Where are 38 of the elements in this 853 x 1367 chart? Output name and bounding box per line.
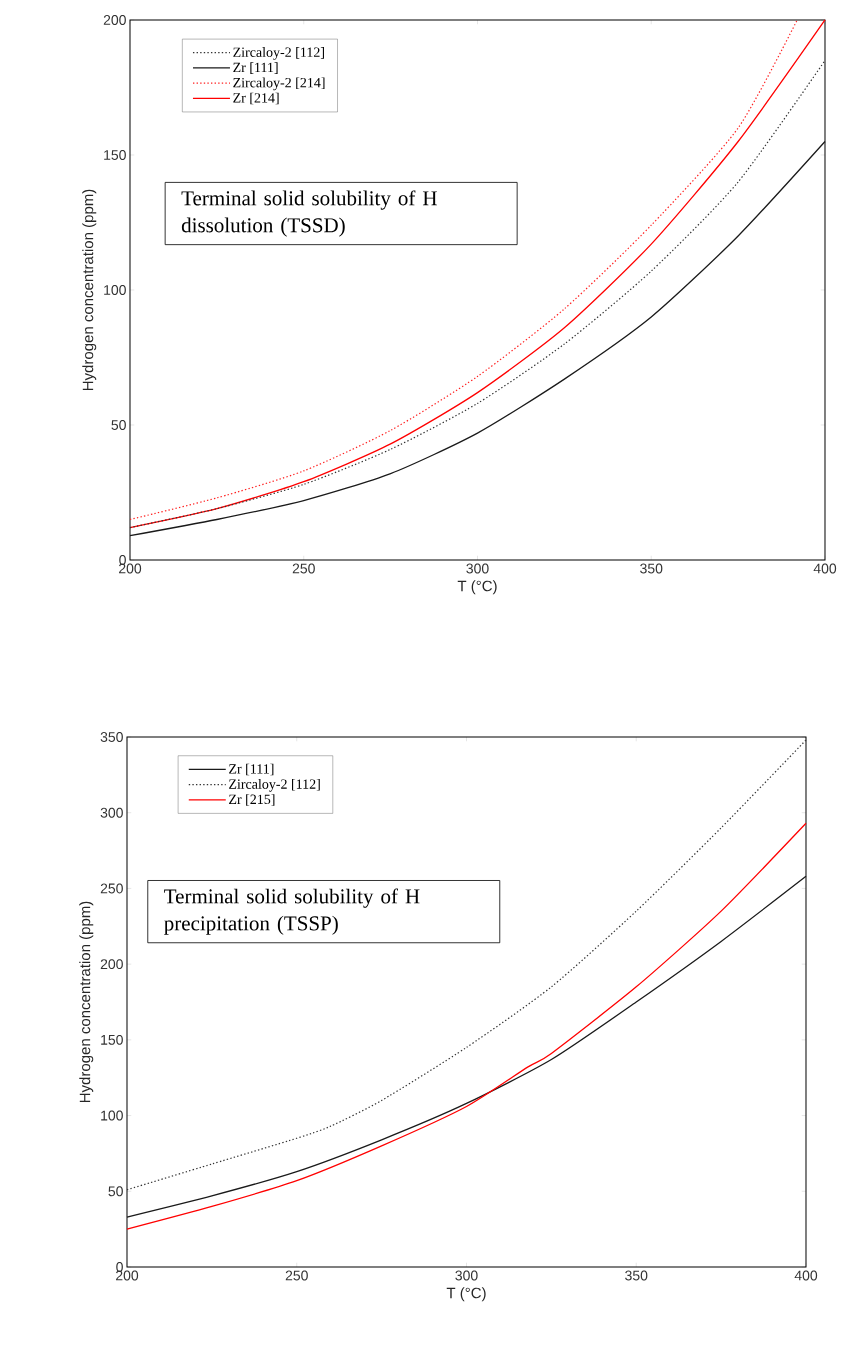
legend-label: Zircaloy-2 [112] xyxy=(233,47,324,60)
x-tick-label: 250 xyxy=(292,563,315,574)
x-tick-label: 300 xyxy=(455,1270,478,1281)
line-series xyxy=(126,875,807,1218)
line-series xyxy=(129,140,826,537)
y-tick-label: 0 xyxy=(119,555,126,565)
y-tick-label: 50 xyxy=(108,1186,123,1197)
y-tick-label: 150 xyxy=(101,1034,123,1045)
y-axis-title: Hydrogen concentration (ppm) xyxy=(82,189,97,391)
y-tick-label: 100 xyxy=(104,285,126,295)
y-tick-label: 100 xyxy=(101,1110,123,1121)
legend-label: Zr [215] xyxy=(229,794,275,806)
legend-label: Zr [214] xyxy=(233,92,279,105)
x-axis-title: T (°C) xyxy=(446,1287,486,1302)
y-tick-label: 150 xyxy=(104,150,126,160)
line-series xyxy=(126,822,807,1230)
y-tick-label: 300 xyxy=(100,807,123,818)
line-series xyxy=(126,739,807,1191)
x-tick-label: 400 xyxy=(813,563,837,574)
y-tick-label: 250 xyxy=(100,883,123,894)
y-tick-label: 0 xyxy=(116,1262,123,1272)
y-tick-label: 200 xyxy=(100,959,123,970)
x-tick-label: 250 xyxy=(285,1270,308,1281)
x-tick-label: 300 xyxy=(466,563,489,574)
y-tick-label: 50 xyxy=(111,420,126,430)
y-tick-label: 350 xyxy=(100,732,123,742)
x-tick-label: 350 xyxy=(625,1270,648,1281)
x-tick-label: 350 xyxy=(640,563,663,574)
legend-label: Zr [111] xyxy=(229,763,274,776)
annotation: Terminal solid solubility of H precipitation (TSSP) xyxy=(164,888,420,935)
x-tick-label: 400 xyxy=(794,1270,818,1281)
x-axis-title: T (°C) xyxy=(457,580,497,595)
legend-label: Zr [111] xyxy=(233,62,278,74)
legend-label: Zircaloy-2 [214] xyxy=(233,77,325,91)
y-tick-label: 200 xyxy=(103,15,126,25)
annotation: Terminal solid solubility of H dissolution (TSSD) xyxy=(181,190,437,237)
legend-label: Zircaloy-2 [112] xyxy=(229,778,320,792)
y-axis-title: Hydrogen concentration (ppm) xyxy=(79,901,94,1103)
